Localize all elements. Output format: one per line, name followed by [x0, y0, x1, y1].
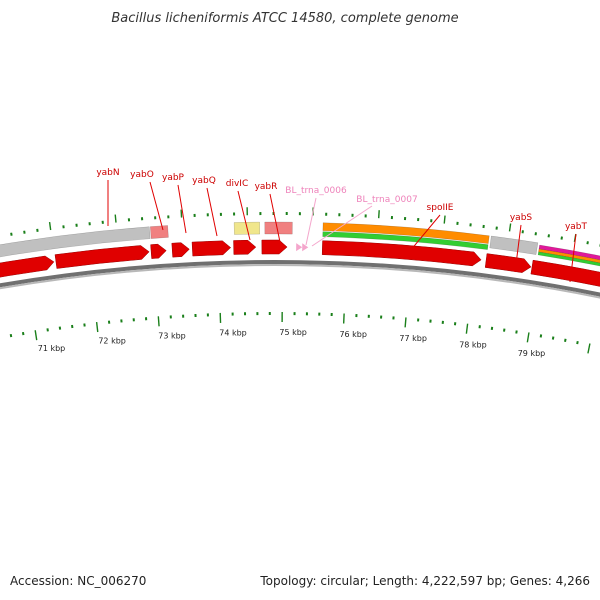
gene-labels: yabN yabO yabP yabQ divIC yabR BL_trna_0006 BL_…	[96, 168, 588, 283]
scale-labels: 71 kbp 72 kbp 73 kbp 74 kbp 75 kbp 76 kbp 77 k…	[38, 328, 545, 358]
scale-tick	[551, 336, 555, 340]
scale-tick	[576, 340, 579, 345]
gene-label: BL_trna_0007	[356, 195, 417, 205]
scale-label: 73 kbp	[158, 331, 186, 340]
genome-backbone	[0, 260, 600, 299]
scale-tick	[465, 323, 469, 334]
trna-arrow	[302, 243, 309, 252]
trna-arrow	[296, 243, 303, 252]
gene-label: BL_trna_0006	[285, 186, 347, 196]
scale-tick	[157, 316, 160, 327]
scale-tick	[564, 338, 567, 342]
pink-feature	[150, 225, 169, 239]
scale-tick	[95, 321, 99, 333]
tick-mark	[114, 214, 117, 223]
cds-arrow	[54, 245, 150, 269]
scale-tick	[34, 330, 38, 341]
cds-arrow	[530, 259, 600, 287]
gene-label: yabQ	[192, 176, 216, 186]
label-leader-line	[305, 197, 317, 246]
cds-arrow	[150, 243, 167, 259]
gray-feature	[0, 226, 151, 258]
label-leader-line	[404, 214, 441, 258]
label-leader-line	[149, 181, 164, 231]
scale-label: 76 kbp	[339, 330, 367, 339]
backbone-outer	[0, 260, 600, 297]
label-leader-line	[206, 187, 218, 237]
cds-arrow	[321, 240, 482, 267]
green-feature	[322, 231, 489, 250]
gene-label: spoIIE	[427, 203, 454, 213]
tick-mark	[443, 215, 446, 224]
label-leader-line	[177, 184, 187, 234]
cds-arrow	[233, 239, 257, 255]
gene-label: divIC	[226, 179, 248, 189]
accession-text: Accession: NC_006270	[10, 574, 146, 588]
outer-tick-marks	[10, 207, 600, 247]
gene-label: yabT	[565, 222, 588, 232]
scale-tick-marks	[0, 312, 591, 354]
green-feature	[537, 251, 600, 267]
label-leader-line	[514, 224, 522, 273]
tick-mark	[560, 236, 563, 240]
scale-tick	[539, 334, 543, 338]
label-leader-line	[569, 233, 577, 283]
cds-arrow	[0, 255, 55, 278]
gene-label: yabR	[255, 182, 278, 192]
scale-label: 79 kbp	[518, 349, 546, 358]
feature-tracks	[0, 221, 600, 287]
tick-mark	[48, 221, 52, 231]
scale-label: 75 kbp	[279, 328, 307, 337]
scale-tick	[587, 343, 591, 354]
gene-label: yabS	[510, 213, 533, 223]
backbone-inner	[0, 264, 600, 299]
map-title: Bacillus licheniformis ATCC 14580, compl…	[111, 11, 458, 26]
label-leader-line	[311, 205, 373, 247]
scale-tick	[526, 332, 530, 343]
cds-arrow	[484, 253, 532, 273]
scale-label: 77 kbp	[399, 334, 427, 343]
label-leader-line	[269, 193, 281, 243]
cds-arrow	[191, 240, 232, 257]
cds-arrow	[171, 242, 190, 258]
scale-label: 74 kbp	[219, 329, 247, 338]
gene-label: yabO	[130, 170, 154, 180]
scale-label: 72 kbp	[98, 336, 126, 345]
scale-label: 71 kbp	[38, 344, 66, 353]
genome-summary-text: Topology: circular; Length: 4,222,597 bp…	[259, 574, 590, 588]
gene-label: yabN	[96, 168, 119, 178]
tick-mark	[586, 241, 589, 245]
label-leader-line	[237, 190, 251, 241]
scale-tick	[404, 317, 407, 328]
scale-label: 78 kbp	[459, 341, 487, 350]
gray-feature	[489, 235, 539, 255]
cds-arrow	[261, 239, 288, 255]
pink-feature	[264, 221, 293, 235]
tick-mark	[508, 223, 512, 232]
orange-feature	[322, 222, 490, 244]
gene-label: yabP	[162, 173, 185, 183]
